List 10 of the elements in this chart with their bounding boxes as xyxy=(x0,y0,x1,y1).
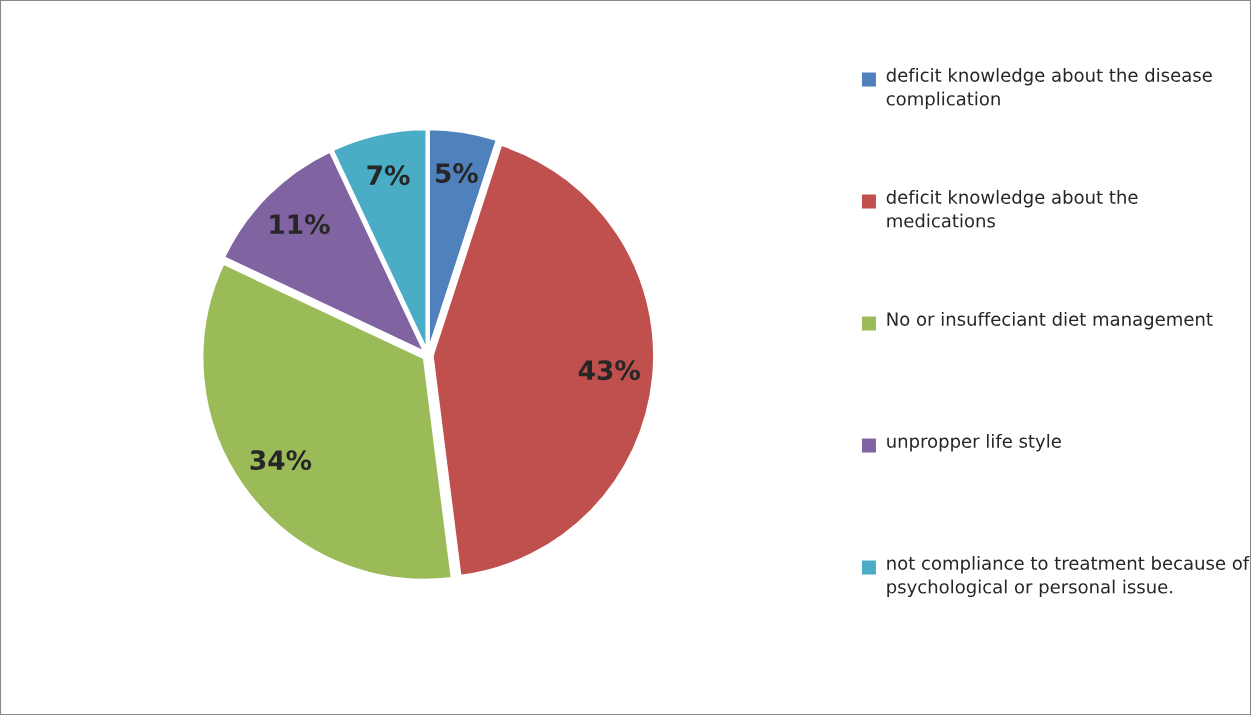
legend-label: deficit knowledge about the disease complication xyxy=(886,67,1212,110)
data-label: 43% xyxy=(578,360,640,381)
legend-label: deficit knowledge about the medications xyxy=(886,189,1138,228)
data-label: 5% xyxy=(435,163,478,184)
data-label: 7% xyxy=(367,165,410,186)
data-label: 11% xyxy=(270,214,330,235)
legend-label: unpropper life style xyxy=(887,433,1061,452)
legend-label: not compliance to treatment because of psychological or personal issue. xyxy=(887,555,1250,598)
data-label: 34% xyxy=(250,450,312,471)
legend-label: No or insuffeciant diet management xyxy=(887,311,1213,330)
